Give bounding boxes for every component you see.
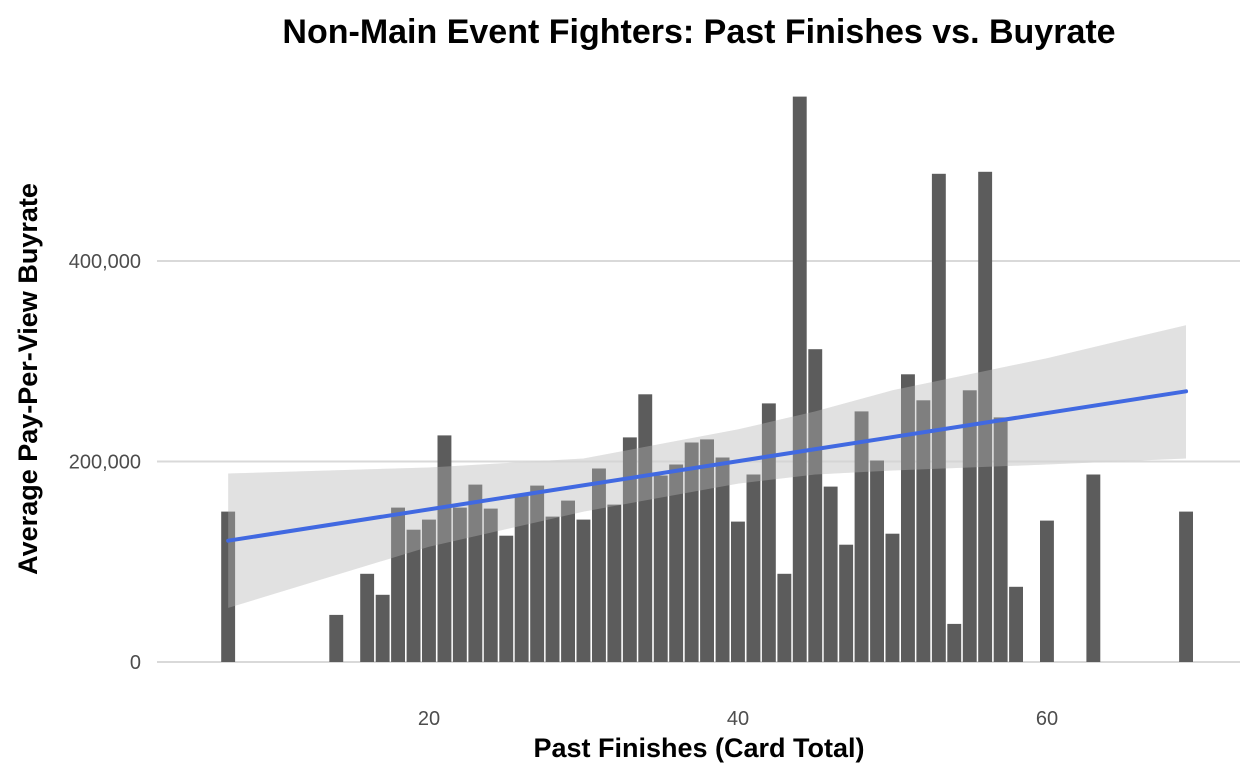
bar	[1086, 474, 1101, 662]
bar	[746, 474, 761, 662]
bar	[638, 394, 653, 662]
bar	[375, 594, 390, 662]
bar	[437, 435, 452, 662]
bar	[468, 484, 483, 662]
y-axis-ticks: 0 200,000 400,000	[69, 251, 141, 674]
chart-title: Non-Main Event Fighters: Past Finishes v…	[282, 13, 1115, 51]
bar	[715, 457, 730, 662]
bars	[221, 96, 1193, 663]
x-tick-label: 20	[418, 708, 440, 730]
bar	[406, 529, 421, 662]
bar	[777, 573, 792, 662]
bar	[576, 519, 591, 662]
bar	[885, 533, 900, 662]
bar	[978, 171, 993, 663]
bar	[669, 464, 684, 662]
bar	[947, 623, 962, 662]
bar	[870, 460, 884, 662]
bar	[823, 486, 838, 662]
bar	[592, 468, 606, 662]
bar	[761, 403, 776, 662]
trend-line-layer	[226, 325, 1189, 608]
y-axis-title: Average Pay-Per-View Buyrate	[13, 183, 43, 575]
bar	[452, 507, 467, 662]
bar	[622, 437, 637, 662]
x-tick-label: 60	[1036, 708, 1058, 730]
bar	[854, 411, 869, 662]
bar	[993, 417, 1008, 662]
trend-line	[226, 389, 1189, 543]
bar	[1179, 511, 1193, 662]
bar	[916, 400, 931, 662]
bar	[700, 439, 714, 662]
bar	[931, 173, 946, 663]
bar	[653, 475, 668, 662]
bar	[962, 390, 977, 662]
bar	[561, 500, 575, 662]
bar	[684, 442, 699, 662]
bar	[1040, 520, 1054, 662]
bar	[329, 614, 344, 662]
bar	[391, 507, 405, 662]
bar	[808, 349, 823, 662]
y-tick-label: 200,000	[69, 452, 141, 474]
bar	[483, 508, 498, 662]
x-tick-label: 40	[727, 708, 749, 730]
bar	[514, 495, 529, 662]
bar	[422, 519, 436, 662]
bar	[499, 535, 514, 662]
bar	[901, 374, 915, 662]
bar	[221, 511, 236, 662]
x-axis-title: Past Finishes (Card Total)	[533, 733, 864, 763]
y-tick-label: 400,000	[69, 251, 141, 273]
bar	[792, 96, 807, 663]
bar	[1009, 586, 1023, 662]
y-tick-label: 0	[130, 652, 141, 674]
bar	[545, 516, 560, 662]
bar	[607, 504, 622, 662]
bar	[731, 521, 745, 662]
x-axis-ticks: 20 40 60	[418, 708, 1058, 730]
bar	[839, 544, 854, 662]
bar	[360, 573, 375, 662]
bar	[530, 485, 545, 662]
